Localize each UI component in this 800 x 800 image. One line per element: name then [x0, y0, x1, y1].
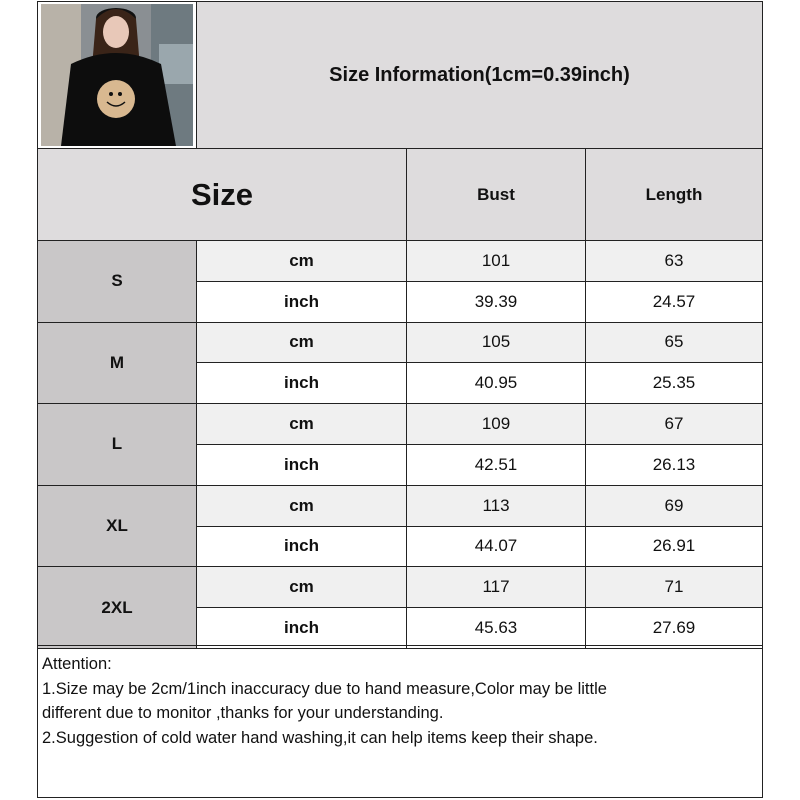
attention-label: Attention:: [42, 655, 112, 673]
unit-label: inch: [196, 362, 407, 405]
length-value: 24.57: [585, 280, 763, 323]
length-value: 27.69: [585, 607, 763, 649]
length-value: 71: [585, 566, 763, 609]
size-label: XL: [37, 484, 197, 568]
size-label: M: [37, 321, 197, 405]
bust-value: 39.39: [406, 280, 586, 323]
model-photo-image: [41, 4, 193, 146]
bust-value: 117: [406, 566, 586, 609]
size-label: S: [37, 240, 197, 323]
size-header: Size: [37, 148, 407, 241]
size-label: L: [37, 403, 197, 486]
bust-value: 42.51: [406, 444, 586, 486]
unit-label: inch: [196, 444, 407, 486]
length-value: 63: [585, 240, 763, 282]
size-label: 2XL: [37, 566, 197, 649]
length-value: 26.91: [585, 525, 763, 568]
length-value: 25.35: [585, 362, 763, 405]
unit-label: cm: [196, 566, 407, 609]
unit-label: inch: [196, 280, 407, 323]
length-value: 65: [585, 321, 763, 364]
bust-header: Bust: [406, 148, 586, 241]
attention-line-1: 1.Size may be 2cm/1inch inaccuracy due t…: [42, 679, 607, 698]
page-title: Size Information(1cm=0.39inch): [196, 1, 763, 149]
bust-value: 44.07: [406, 525, 586, 568]
bust-value: 113: [406, 484, 586, 527]
length-value: 26.13: [585, 444, 763, 486]
unit-label: cm: [196, 321, 407, 364]
product-photo: [37, 1, 197, 149]
unit-label: cm: [196, 403, 407, 445]
attention-line-2: different due to monitor ,thanks for you…: [42, 704, 444, 722]
length-value: 69: [585, 484, 763, 527]
attention-note: Attention: 1.Size may be 2cm/1inch inacc…: [37, 645, 763, 798]
unit-label: inch: [196, 525, 407, 568]
unit-label: cm: [196, 240, 407, 282]
bust-value: 40.95: [406, 362, 586, 405]
length-header: Length: [585, 148, 763, 241]
bust-value: 105: [406, 321, 586, 364]
attention-line-3: 2.Suggestion of cold water hand washing,…: [42, 728, 598, 747]
unit-label: cm: [196, 484, 407, 527]
bust-value: 101: [406, 240, 586, 282]
bust-value: 45.63: [406, 607, 586, 649]
unit-label: inch: [196, 607, 407, 649]
bust-value: 109: [406, 403, 586, 445]
length-value: 67: [585, 403, 763, 445]
